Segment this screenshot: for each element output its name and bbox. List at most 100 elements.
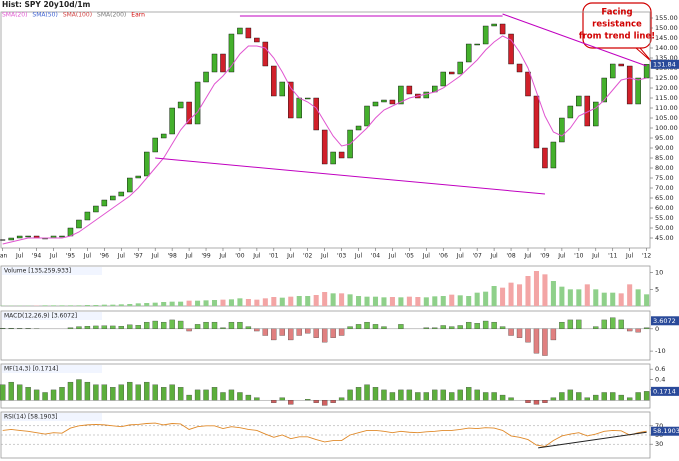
legend-entry: SMA(50) <box>32 12 57 19</box>
volume-bar <box>118 304 124 306</box>
histogram-bar <box>499 326 506 329</box>
y-tick-label: 65.00 <box>655 194 674 202</box>
volume-bar <box>618 293 624 306</box>
volume-bar <box>84 305 90 306</box>
histogram-bar <box>550 397 557 401</box>
candle <box>101 199 108 207</box>
histogram-bar <box>254 397 260 401</box>
x-tick-label: '96 <box>100 253 109 260</box>
candle <box>440 71 446 87</box>
histogram-bar <box>491 321 497 329</box>
volume-bar <box>423 297 429 306</box>
volume-bar <box>42 305 48 306</box>
candle <box>296 97 302 119</box>
candle <box>8 237 14 241</box>
volume-bar <box>389 297 395 306</box>
candle <box>186 101 192 125</box>
histogram-bar <box>245 326 252 329</box>
x-tick-label: Jul <box>625 253 634 260</box>
histogram-bar <box>245 394 252 401</box>
last-value-tag <box>651 316 679 326</box>
candle <box>482 25 489 45</box>
histogram-bar <box>457 325 463 329</box>
x-tick-label: Jul <box>151 253 160 260</box>
volume-bar <box>466 296 472 306</box>
y-tick-label: 70.00 <box>655 184 674 192</box>
x-tick-label: Jul <box>218 253 227 260</box>
histogram-bar <box>220 327 226 329</box>
candle <box>262 41 269 67</box>
x-tick-label: '10 <box>574 253 583 260</box>
x-tick-label: '98 <box>167 253 176 260</box>
histogram-bar <box>626 328 633 332</box>
trend-line <box>538 431 647 449</box>
histogram-bar <box>338 397 345 401</box>
candle <box>533 95 540 149</box>
volume-bar <box>93 305 99 306</box>
candle <box>559 117 565 143</box>
histogram-bar <box>567 319 574 329</box>
x-tick-label: '04 <box>371 253 380 260</box>
x-tick-label: Jul <box>523 253 532 260</box>
last-value-tag <box>651 426 679 436</box>
candle <box>643 64 650 79</box>
y-tick-label: 155.00 <box>655 14 678 22</box>
last-value-tag <box>651 59 679 69</box>
histogram-bar <box>144 321 150 329</box>
histogram-bar <box>152 320 158 329</box>
volume-bar <box>627 284 633 306</box>
histogram-bar <box>533 400 540 405</box>
candle <box>220 53 226 73</box>
x-tick-label: '12 <box>642 253 651 260</box>
candle <box>152 137 158 153</box>
y-tick-label: 120.00 <box>655 84 678 92</box>
histogram-bar <box>296 328 302 336</box>
volume-bar <box>440 296 446 306</box>
candle <box>635 77 641 105</box>
volume-bar <box>254 299 260 306</box>
y-tick-label: 140.00 <box>655 44 678 52</box>
legend-entry: SMA(200) <box>97 12 126 19</box>
callout-box <box>582 2 652 49</box>
x-tick-label: '09 <box>540 253 549 260</box>
candle <box>25 235 31 238</box>
histogram-bar <box>423 327 430 329</box>
x-tick-label: '08 <box>506 253 515 260</box>
histogram-bar <box>186 394 192 401</box>
volume-bar <box>135 303 141 306</box>
candle <box>84 211 91 221</box>
histogram-bar <box>491 392 497 401</box>
candle <box>143 151 150 177</box>
histogram-bar <box>203 321 209 329</box>
candle <box>457 61 463 75</box>
y-tick-label: 80.00 <box>655 164 674 172</box>
histogram-bar <box>643 327 650 329</box>
histogram-bar <box>279 397 285 401</box>
histogram-bar <box>364 384 370 401</box>
trend-line <box>155 157 545 195</box>
histogram-bar <box>135 325 141 329</box>
volume-bar <box>67 305 74 306</box>
y-tick-label: 95.00 <box>655 134 674 142</box>
histogram-bar <box>169 384 175 401</box>
histogram-bar <box>482 392 489 401</box>
volume-bar <box>313 295 319 306</box>
histogram-bar <box>16 384 23 401</box>
volume-bar <box>610 292 616 306</box>
volume-bar <box>330 293 336 306</box>
candle <box>372 101 379 107</box>
y-tick-label: 135.00 <box>655 54 678 62</box>
legend-entry: SMA(100) <box>63 12 92 19</box>
histogram-bar <box>84 381 91 401</box>
volume-bar <box>59 305 65 306</box>
histogram-bar <box>533 328 540 354</box>
volume-bar <box>186 300 192 306</box>
annotation-callout <box>582 2 653 63</box>
histogram-bar <box>398 324 404 329</box>
sma-line <box>2 35 647 245</box>
histogram-bar <box>160 321 167 329</box>
histogram-bar <box>432 389 438 401</box>
volume-bar <box>161 302 167 306</box>
candle <box>491 23 497 27</box>
